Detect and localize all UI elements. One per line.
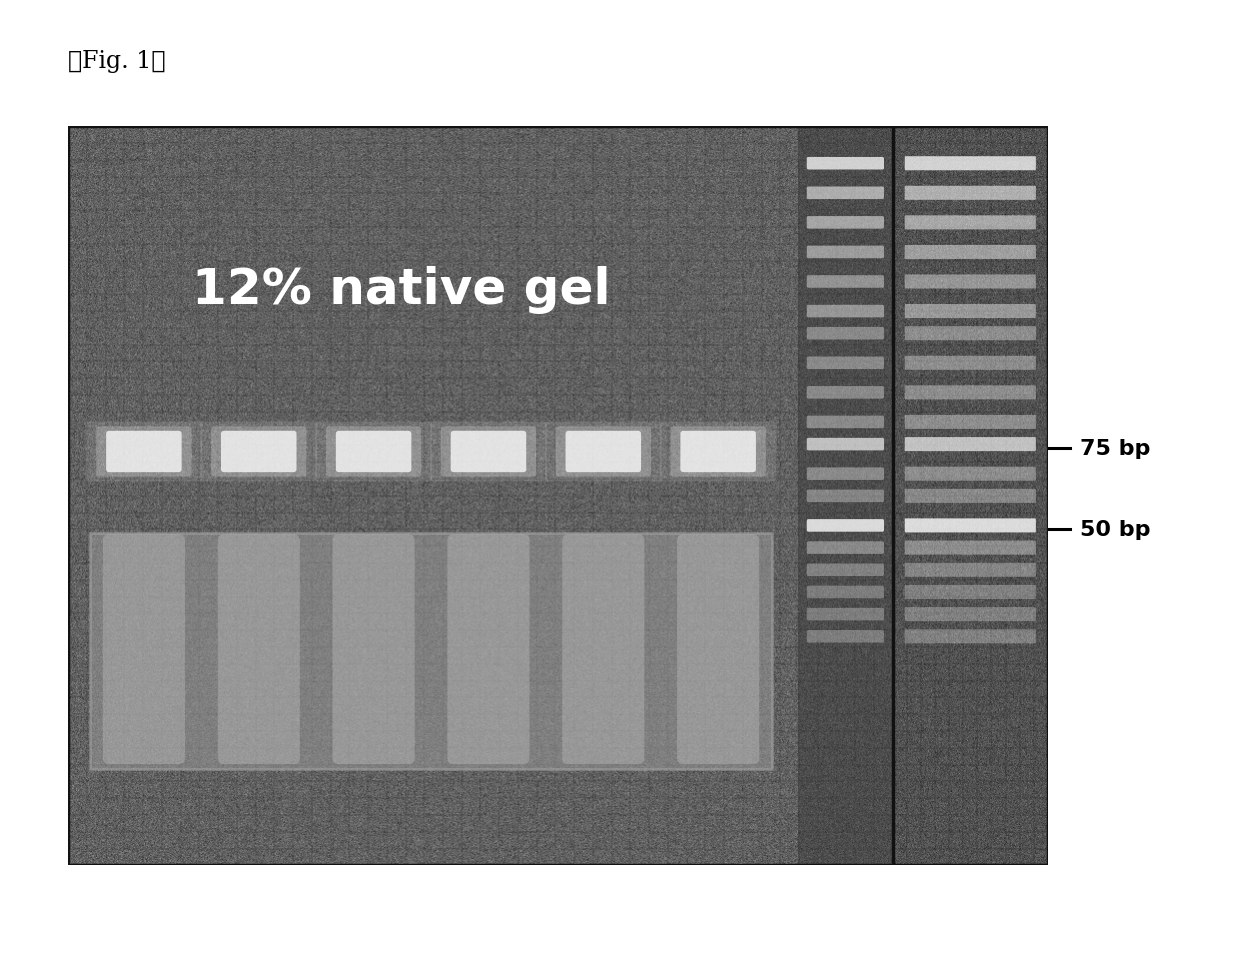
FancyBboxPatch shape xyxy=(86,422,202,482)
FancyBboxPatch shape xyxy=(440,427,536,477)
FancyBboxPatch shape xyxy=(905,489,1035,504)
Text: 75 bp: 75 bp xyxy=(1080,438,1151,459)
Bar xyxy=(799,127,893,866)
FancyBboxPatch shape xyxy=(905,519,1035,533)
Text: 12% native gel: 12% native gel xyxy=(192,266,610,314)
FancyBboxPatch shape xyxy=(807,328,884,340)
FancyBboxPatch shape xyxy=(807,586,884,599)
FancyBboxPatch shape xyxy=(103,535,185,765)
FancyBboxPatch shape xyxy=(221,431,296,472)
FancyBboxPatch shape xyxy=(807,417,884,428)
FancyBboxPatch shape xyxy=(671,427,766,477)
FancyBboxPatch shape xyxy=(565,431,641,472)
FancyBboxPatch shape xyxy=(544,422,662,482)
FancyBboxPatch shape xyxy=(905,187,1035,200)
FancyBboxPatch shape xyxy=(807,438,884,451)
FancyBboxPatch shape xyxy=(807,357,884,370)
FancyBboxPatch shape xyxy=(97,427,191,477)
FancyBboxPatch shape xyxy=(807,157,884,170)
FancyBboxPatch shape xyxy=(807,467,884,480)
FancyBboxPatch shape xyxy=(556,427,651,477)
Bar xyxy=(91,533,773,770)
FancyBboxPatch shape xyxy=(218,535,300,765)
FancyBboxPatch shape xyxy=(681,431,756,472)
FancyBboxPatch shape xyxy=(905,541,1035,556)
FancyBboxPatch shape xyxy=(430,422,547,482)
FancyBboxPatch shape xyxy=(807,542,884,555)
FancyBboxPatch shape xyxy=(332,535,414,765)
Text: 【Fig. 1】: 【Fig. 1】 xyxy=(68,51,166,73)
FancyBboxPatch shape xyxy=(315,422,432,482)
FancyBboxPatch shape xyxy=(807,246,884,259)
FancyBboxPatch shape xyxy=(807,276,884,289)
FancyBboxPatch shape xyxy=(211,427,306,477)
FancyBboxPatch shape xyxy=(450,431,526,472)
FancyBboxPatch shape xyxy=(807,564,884,576)
FancyBboxPatch shape xyxy=(905,245,1035,260)
FancyBboxPatch shape xyxy=(807,386,884,399)
FancyBboxPatch shape xyxy=(905,327,1035,341)
FancyBboxPatch shape xyxy=(905,275,1035,289)
FancyBboxPatch shape xyxy=(807,188,884,200)
FancyBboxPatch shape xyxy=(807,608,884,621)
FancyBboxPatch shape xyxy=(905,437,1035,452)
FancyBboxPatch shape xyxy=(807,305,884,318)
FancyBboxPatch shape xyxy=(448,535,529,765)
FancyBboxPatch shape xyxy=(905,467,1035,481)
FancyBboxPatch shape xyxy=(562,535,645,765)
FancyBboxPatch shape xyxy=(905,216,1035,230)
FancyBboxPatch shape xyxy=(905,386,1035,400)
FancyBboxPatch shape xyxy=(905,630,1035,644)
Text: 50 bp: 50 bp xyxy=(1080,519,1151,540)
FancyBboxPatch shape xyxy=(905,356,1035,371)
FancyBboxPatch shape xyxy=(660,422,776,482)
FancyBboxPatch shape xyxy=(326,427,422,477)
FancyBboxPatch shape xyxy=(905,563,1035,577)
FancyBboxPatch shape xyxy=(905,157,1035,171)
FancyBboxPatch shape xyxy=(905,305,1035,319)
FancyBboxPatch shape xyxy=(107,431,181,472)
FancyBboxPatch shape xyxy=(201,422,317,482)
FancyBboxPatch shape xyxy=(677,535,759,765)
FancyBboxPatch shape xyxy=(905,416,1035,429)
FancyBboxPatch shape xyxy=(807,490,884,503)
FancyBboxPatch shape xyxy=(807,631,884,643)
FancyBboxPatch shape xyxy=(905,585,1035,600)
FancyBboxPatch shape xyxy=(336,431,412,472)
FancyBboxPatch shape xyxy=(807,217,884,230)
FancyBboxPatch shape xyxy=(905,607,1035,621)
FancyBboxPatch shape xyxy=(807,519,884,532)
